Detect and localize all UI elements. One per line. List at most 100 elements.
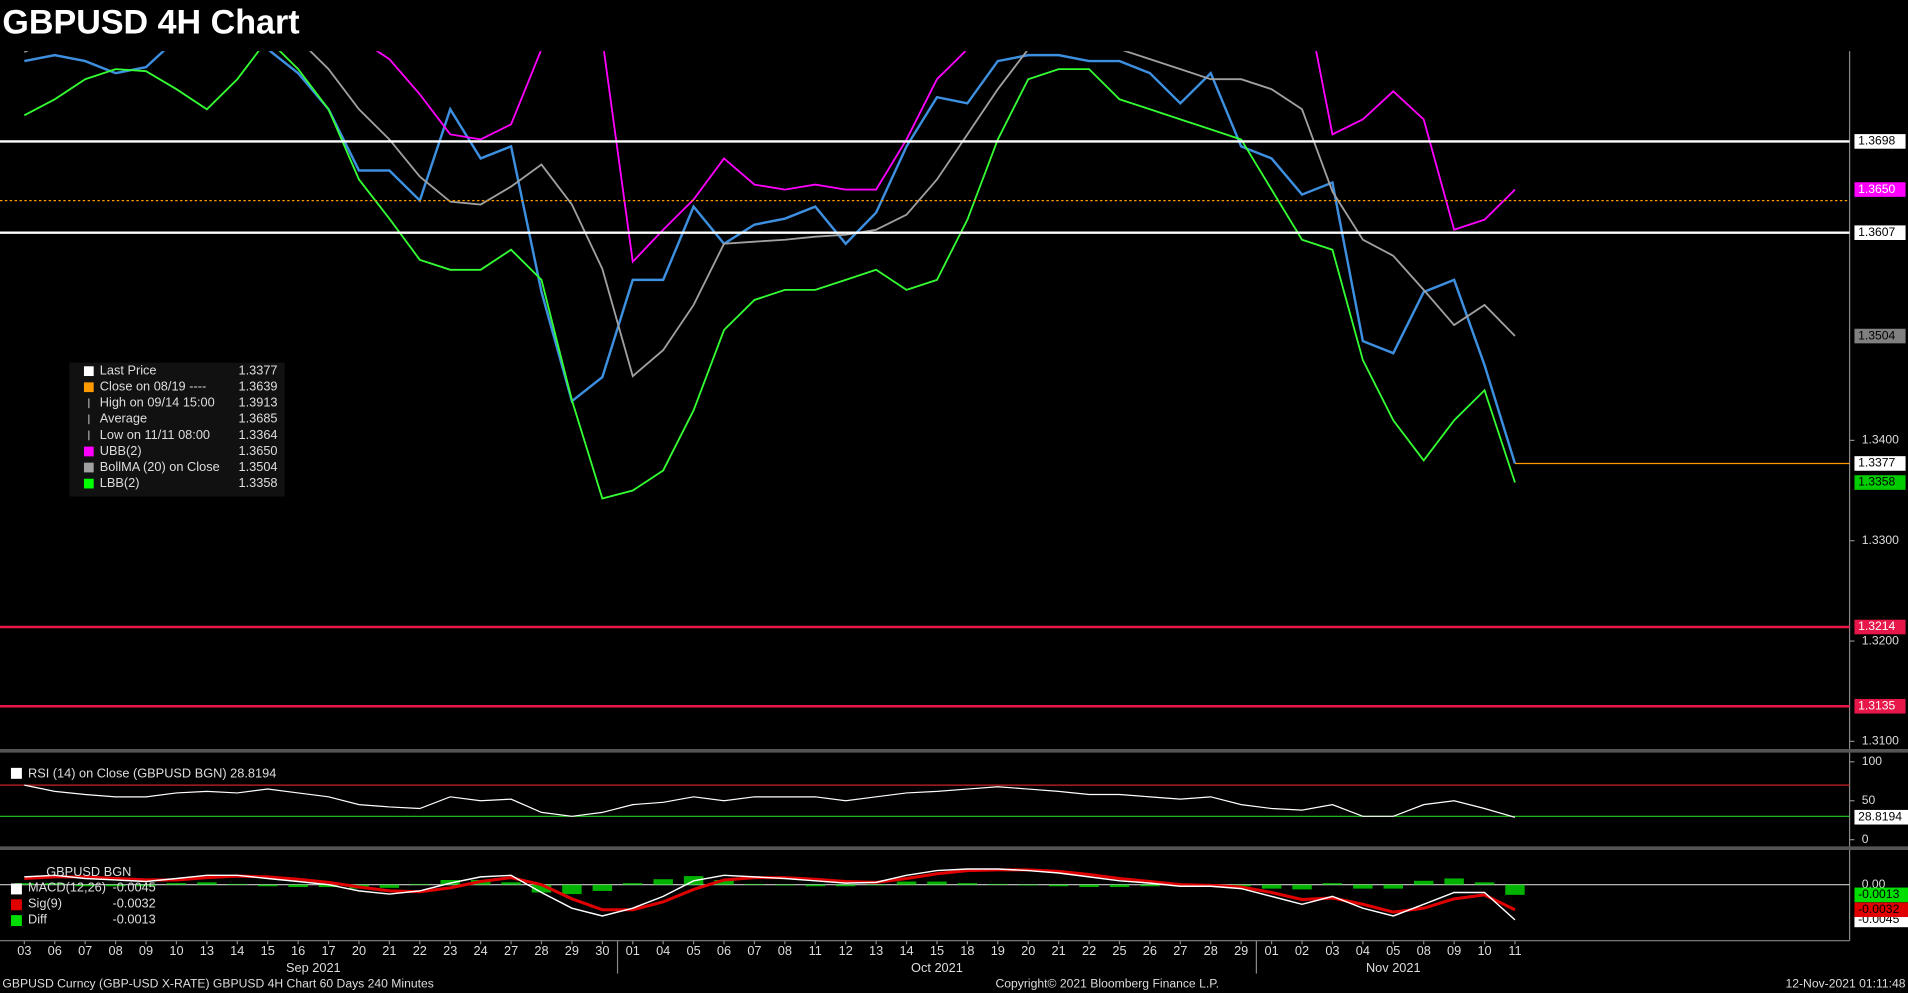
diff-bar (1018, 884, 1038, 886)
level-label: 1.3214 (1858, 619, 1895, 633)
x-tick-label: 30 (595, 943, 609, 958)
level-label: 1.3377 (1858, 456, 1895, 470)
month-label: Sep 2021 (286, 960, 341, 975)
y-tick-label: 1.3400 (1862, 433, 1899, 447)
diff-bar (1474, 882, 1495, 885)
legend-value: 1.3364 (239, 427, 278, 442)
band-line (375, 51, 1516, 264)
level-label: 1.3698 (1858, 134, 1895, 148)
x-tick-label: 26 (1143, 943, 1157, 958)
chart-title: GBPUSD 4H Chart (2, 3, 299, 41)
diff-bar (896, 881, 917, 885)
x-tick-label: 21 (1052, 943, 1066, 958)
diff-bar (957, 883, 978, 885)
level-label: 1.3607 (1858, 225, 1895, 239)
diff-bar (1413, 880, 1434, 885)
x-tick-label: 03 (1325, 943, 1339, 958)
x-tick-label: 13 (869, 943, 883, 958)
macd-legend-value: -0.0013 (112, 911, 155, 926)
macd-legend-label: Diff (28, 911, 47, 926)
macd-legend-value: -0.0032 (112, 896, 155, 911)
rsi-line (24, 784, 1516, 818)
legend-label: BollMA (20) on Close (100, 459, 220, 474)
diff-bar (1505, 884, 1525, 895)
level-box (1854, 328, 1906, 344)
legend-value: 1.3685 (239, 411, 278, 426)
x-tick-label: 05 (1386, 943, 1400, 958)
diff-bar (1292, 884, 1312, 890)
macd-last-box (1854, 887, 1908, 903)
x-tick-label: 27 (1173, 943, 1187, 958)
diff-bar (410, 883, 430, 885)
footer-right: 12-Nov-2021 01:11:48 (1785, 977, 1905, 991)
diff-bar (927, 881, 947, 885)
level-box (1854, 619, 1906, 635)
x-tick-label: 08 (1417, 943, 1431, 958)
diff-bar (1048, 884, 1069, 887)
x-tick-label: 08 (108, 943, 122, 958)
level-label: 1.3650 (1858, 182, 1895, 196)
diff-bar (592, 884, 613, 891)
macd-legend-swatch (10, 915, 22, 927)
level-box (1854, 456, 1906, 471)
footer-center: Copyright© 2021 Bloomberg Finance L.P. (996, 977, 1220, 991)
level-box (1854, 225, 1906, 241)
x-tick-label: 19 (991, 943, 1005, 958)
diff-bar (440, 880, 460, 885)
x-tick-label: 23 (443, 943, 457, 958)
x-tick-label: 18 (960, 943, 974, 958)
level-box (1854, 698, 1906, 714)
rsi-swatch (10, 767, 22, 779)
x-tick-label: 02 (1295, 943, 1309, 958)
price-panel (23, 51, 1517, 500)
legend-swatch (83, 478, 94, 489)
rsi-last-label: 28.8194 (1858, 809, 1902, 823)
x-tick-label: 06 (717, 943, 731, 958)
diff-bar (136, 884, 156, 887)
level-box (1854, 134, 1906, 149)
diff-bar (531, 884, 552, 893)
macd-legend-swatch (10, 899, 22, 911)
x-tick-label: 15 (930, 943, 944, 958)
x-tick-label: 20 (1021, 943, 1035, 958)
x-tick-label: 13 (200, 943, 214, 958)
diff-bar (1322, 883, 1343, 885)
x-tick-label: 03 (17, 943, 31, 958)
diff-bar (988, 883, 1008, 885)
legend-swatch (83, 446, 94, 457)
diff-bar (75, 884, 95, 887)
month-label: Nov 2021 (1366, 960, 1421, 975)
level-box (1854, 182, 1906, 197)
y-tick-label: 1.3300 (1862, 533, 1899, 547)
y-tick-label: 1.3200 (1862, 633, 1899, 647)
diff-bar (623, 883, 643, 885)
price-line (24, 51, 1517, 464)
x-tick-label: 14 (899, 943, 913, 958)
legend-swatch (83, 366, 94, 377)
macd-legend-swatch (10, 883, 22, 895)
diff-bar (835, 884, 856, 887)
x-tick-label: 20 (352, 943, 366, 958)
x-tick-label: 04 (1356, 943, 1370, 958)
x-tick-label: 22 (413, 943, 427, 958)
diff-bar (1353, 884, 1373, 889)
footer-left: GBPUSD Curncy (GBP-USD X-RATE) GBPUSD 4H… (2, 977, 433, 991)
legend-label: Low on 11/11 08:00 (100, 427, 210, 442)
x-tick-label: 29 (1234, 943, 1248, 958)
x-tick-label: 17 (321, 943, 335, 958)
x-tick-label: 28 (1204, 943, 1218, 958)
level-label: 1.3504 (1858, 328, 1895, 342)
diff-bar (166, 883, 187, 885)
legend-value: 1.3504 (239, 459, 278, 474)
x-tick-label: 15 (261, 943, 275, 958)
x-tick-label: 28 (534, 943, 548, 958)
x-tick-label: 21 (382, 943, 396, 958)
x-tick-label: 25 (1112, 943, 1126, 958)
diff-bar (1079, 884, 1099, 888)
legend-value: 1.3650 (239, 443, 278, 458)
x-tick-label: 07 (78, 943, 92, 958)
x-tick-label: 11 (1508, 943, 1521, 958)
x-tick-label: 22 (1082, 943, 1096, 958)
